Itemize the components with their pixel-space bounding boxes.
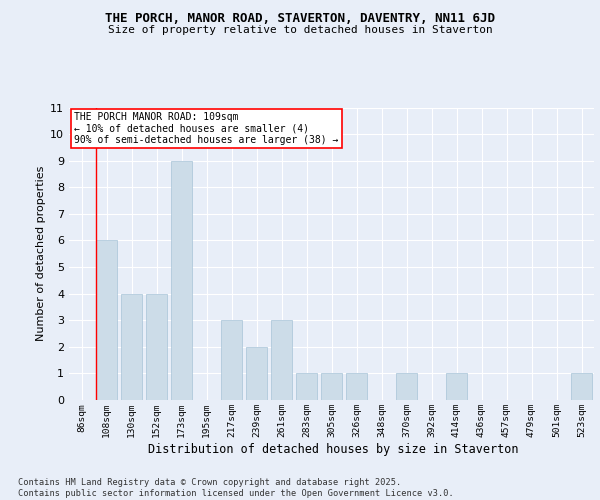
Text: Contains HM Land Registry data © Crown copyright and database right 2025.
Contai: Contains HM Land Registry data © Crown c… bbox=[18, 478, 454, 498]
Text: Distribution of detached houses by size in Staverton: Distribution of detached houses by size … bbox=[148, 442, 518, 456]
Bar bbox=[396, 374, 417, 400]
Bar bbox=[321, 374, 342, 400]
Text: Size of property relative to detached houses in Staverton: Size of property relative to detached ho… bbox=[107, 25, 493, 35]
Y-axis label: Number of detached properties: Number of detached properties bbox=[36, 166, 46, 342]
Bar bbox=[96, 240, 117, 400]
Text: THE PORCH MANOR ROAD: 109sqm
← 10% of detached houses are smaller (4)
90% of sem: THE PORCH MANOR ROAD: 109sqm ← 10% of de… bbox=[74, 112, 338, 145]
Bar bbox=[571, 374, 592, 400]
Bar bbox=[271, 320, 292, 400]
Bar bbox=[246, 347, 267, 400]
Bar bbox=[146, 294, 167, 400]
Text: THE PORCH, MANOR ROAD, STAVERTON, DAVENTRY, NN11 6JD: THE PORCH, MANOR ROAD, STAVERTON, DAVENT… bbox=[105, 12, 495, 26]
Bar bbox=[121, 294, 142, 400]
Bar bbox=[446, 374, 467, 400]
Bar bbox=[346, 374, 367, 400]
Bar bbox=[171, 160, 192, 400]
Bar bbox=[296, 374, 317, 400]
Bar bbox=[221, 320, 242, 400]
